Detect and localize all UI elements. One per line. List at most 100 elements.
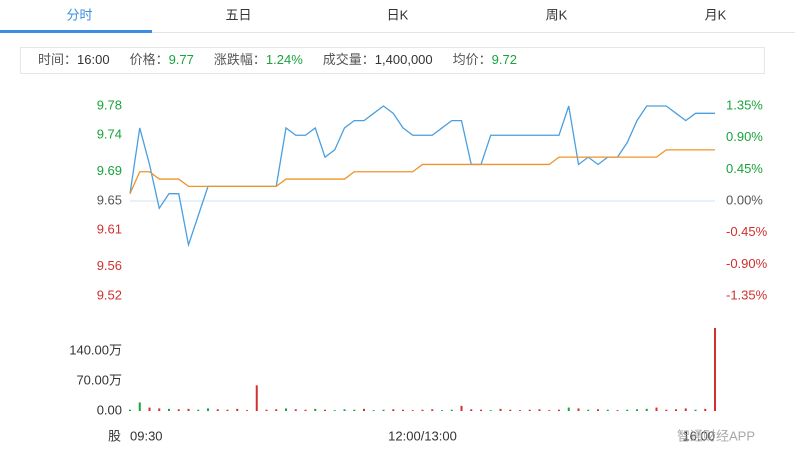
y-axis-label: 股 (108, 428, 121, 443)
y2-tick-label: 0.45% (726, 161, 763, 176)
volume-bar (382, 409, 385, 411)
volume-bar (177, 409, 180, 411)
volume-bar (197, 409, 200, 411)
volume-bar (528, 409, 531, 411)
volume-bar (655, 407, 658, 411)
info-value: 1.24% (266, 52, 303, 67)
volume-bar (636, 409, 638, 411)
volume-bar (216, 409, 219, 411)
volume-bar (411, 410, 414, 411)
volume-bar (392, 409, 395, 411)
volume-bar (431, 409, 434, 411)
y-tick-label: 9.65 (97, 192, 122, 207)
info-value: 9.72 (492, 52, 517, 67)
volume-bar (499, 408, 502, 411)
y-tick-label: 9.56 (97, 258, 122, 273)
info-label: 均价： (453, 52, 492, 67)
volume-bar (567, 407, 570, 411)
info-value: 1,400,000 (375, 52, 433, 67)
volume-bar (714, 328, 716, 411)
volume-bar (421, 409, 424, 411)
volume-bar (675, 409, 677, 411)
y-tick-label: 0.00 (97, 402, 122, 417)
y2-tick-label: 0.90% (726, 129, 763, 144)
volume-bar (265, 409, 268, 411)
volume-bar (480, 409, 482, 411)
x-tick-label: 12:00/13:00 (388, 428, 457, 443)
volume-bar (226, 409, 229, 411)
info-label: 涨跌幅： (214, 52, 266, 67)
volume-bar (148, 407, 151, 411)
volume-bar (372, 410, 375, 411)
info-value: 9.77 (169, 52, 194, 67)
volume-bar (684, 408, 687, 411)
y-tick-label: 9.61 (97, 222, 122, 237)
volume-bar (558, 409, 560, 411)
price-line (129, 105, 715, 248)
volume-bar (343, 409, 346, 411)
volume-bar (460, 405, 463, 411)
tab[interactable]: 五日 (225, 7, 251, 22)
watermark: 智通财经APP (677, 428, 755, 443)
y2-tick-label: 1.35% (726, 97, 763, 112)
price-line (129, 149, 715, 194)
volume-bar (587, 409, 590, 411)
volume-bar (353, 409, 356, 411)
volume-bar (548, 410, 551, 411)
y2-tick-label: -1.35% (726, 287, 768, 302)
x-tick-label: 16:00 (682, 428, 715, 443)
volume-bar (694, 409, 697, 411)
volume-bar (138, 402, 141, 411)
volume-bar (450, 409, 453, 411)
volume-bar (509, 409, 512, 411)
info-text: 时间：16:00 价格：9.77 涨跌幅：1.24% 成交量：1,400,000 均价：… (38, 52, 517, 67)
volume-bar (606, 409, 609, 411)
y-tick-label: 9.78 (97, 97, 122, 112)
y-tick-label: 9.69 (97, 163, 122, 178)
volume-bar (489, 410, 492, 411)
tab[interactable]: 分时 (66, 7, 92, 22)
volume-bar (333, 410, 336, 411)
y2-tick-label: -0.90% (726, 256, 768, 271)
tab[interactable]: 月K (705, 7, 727, 22)
info-value: 16:00 (77, 52, 110, 67)
volume-bar (294, 409, 297, 411)
info-bar (20, 47, 765, 74)
volume-bar (275, 409, 278, 411)
volume-bar (470, 409, 473, 411)
tab[interactable]: 周K (546, 7, 568, 22)
volume-bar (168, 408, 170, 411)
volume-bar (538, 409, 541, 411)
tab[interactable]: 日K (387, 7, 409, 22)
volume-bar (129, 409, 131, 411)
y-tick-label: 70.00万 (76, 372, 122, 387)
active-tab-underline (0, 30, 152, 33)
volume-bar (704, 408, 707, 411)
volume-bar (519, 410, 521, 411)
volume-bar (363, 408, 365, 411)
volume-bar (207, 408, 209, 411)
volume-bar (304, 409, 307, 411)
volume-bar (626, 409, 629, 411)
volume-bar (597, 409, 599, 411)
volume-bar (246, 410, 248, 411)
volume-bar (402, 409, 404, 411)
y2-tick-label: 0.00% (726, 192, 763, 207)
volume-bar (665, 409, 668, 411)
volume-bar (616, 410, 619, 411)
volume-bar (158, 408, 161, 411)
volume-bar (236, 408, 239, 411)
info-label: 成交量： (323, 52, 375, 67)
volume-bar (441, 410, 443, 411)
y-tick-label: 9.52 (97, 287, 122, 302)
volume-bar (285, 408, 287, 411)
volume-bar (255, 385, 258, 411)
volume-bar (187, 408, 190, 411)
volume-bar (577, 408, 580, 411)
y2-tick-label: -0.45% (726, 224, 768, 239)
info-label: 时间： (38, 52, 77, 67)
volume-bar (324, 409, 326, 411)
volume-bar (645, 408, 648, 411)
